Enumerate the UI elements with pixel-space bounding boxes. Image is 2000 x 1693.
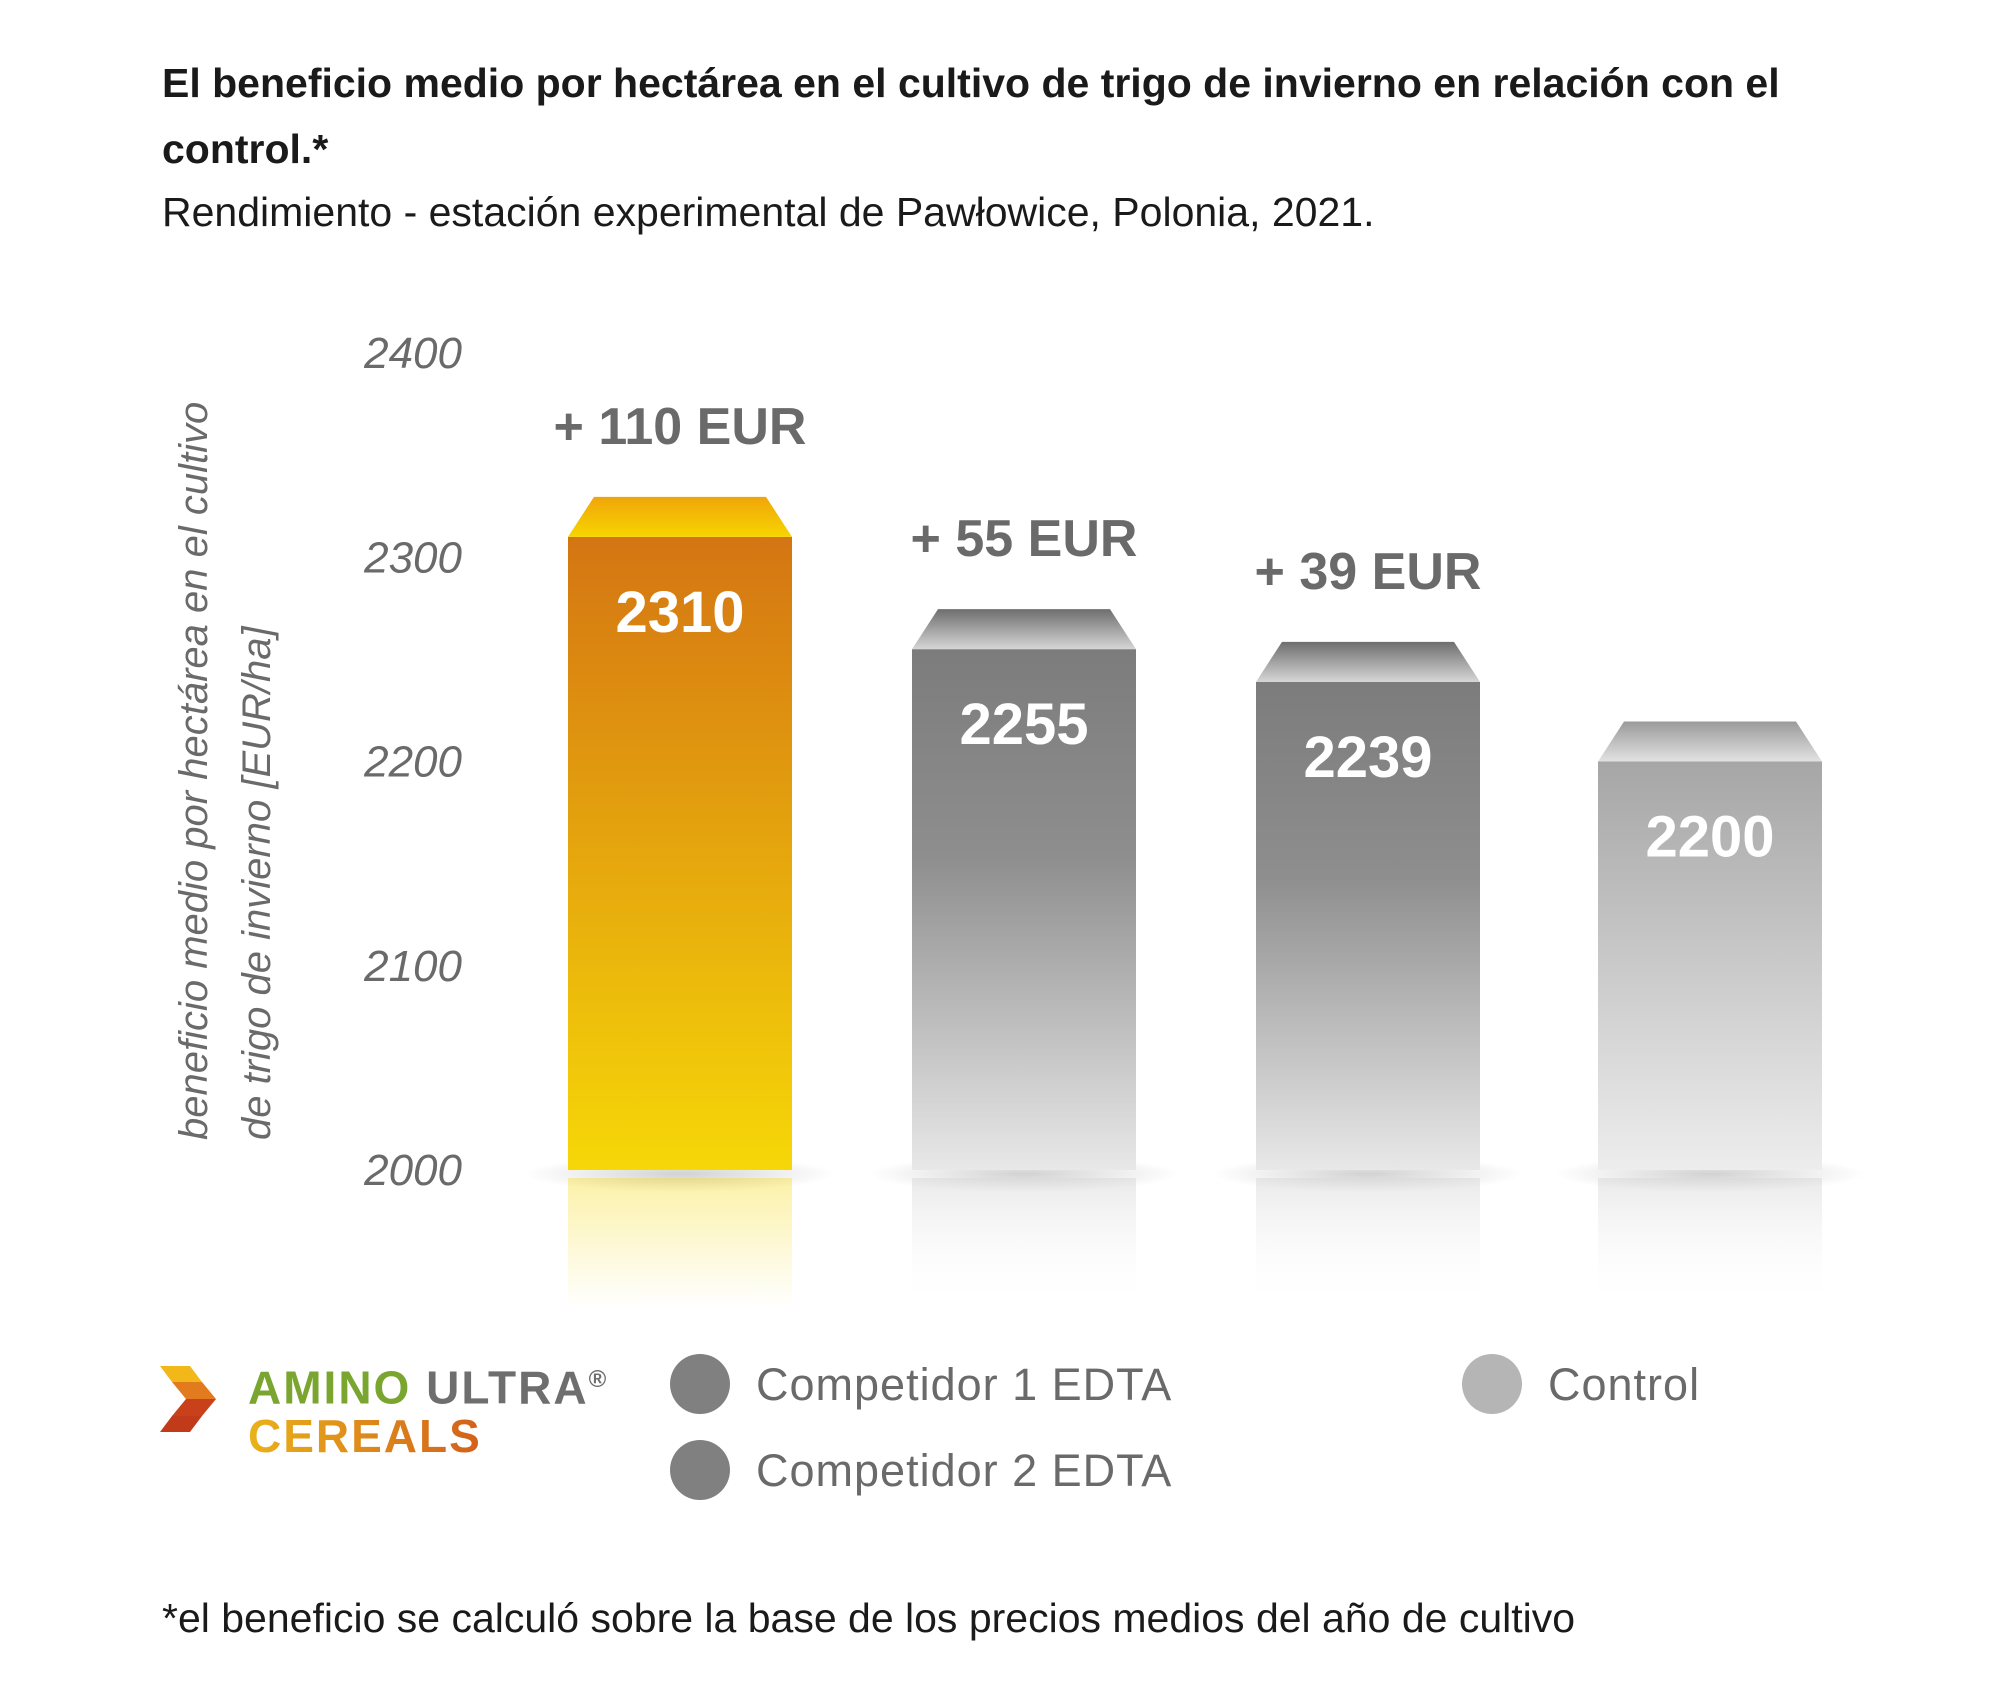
legend-label-competidor-1: Competidor 1 EDTA — [756, 1359, 1173, 1410]
y-axis-label-line2: de trigo de invierno [EUR/ha] — [235, 626, 279, 1141]
brand-name-cereals: CEREALS — [248, 1410, 482, 1462]
chart-subtitle: Rendimiento - estación experimental de P… — [162, 189, 1375, 235]
registered-mark: ® — [588, 1366, 609, 1393]
y-axis: 2000 2100 2200 2300 2400 — [363, 329, 462, 1195]
brand-name-ultra: ULTRA — [426, 1361, 589, 1414]
y-tick-label: 2400 — [363, 329, 462, 378]
bar — [568, 536, 792, 1170]
bar-reflection — [1256, 1178, 1480, 1308]
footnote: *el beneficio se calculó sobre la base d… — [162, 1595, 1576, 1641]
bar-cap — [912, 609, 1136, 650]
bar-cap — [568, 496, 792, 537]
y-tick-label: 2200 — [363, 738, 462, 787]
legend-label-competidor-2: Competidor 2 EDTA — [756, 1445, 1173, 1496]
y-tick-label: 2000 — [363, 1146, 462, 1195]
legend-dot-competidor-2 — [670, 1440, 730, 1500]
bar-reflection — [912, 1178, 1136, 1308]
chart-title: El beneficio medio por hectárea en el cu… — [162, 60, 1780, 172]
bar — [1598, 761, 1822, 1170]
y-axis-label-line1: beneficio medio por hectárea en el culti… — [172, 402, 216, 1140]
bar-value-label: 2239 — [1303, 725, 1432, 790]
bar-difference-label: + 55 EUR — [911, 510, 1138, 568]
bar-reflection — [568, 1178, 792, 1308]
amino-ultra-logo-icon — [160, 1366, 216, 1432]
bar-difference-label: + 39 EUR — [1255, 543, 1482, 601]
bar-cap — [1598, 721, 1822, 762]
legend-dot-competidor-1 — [670, 1354, 730, 1414]
bar-reflection — [1598, 1178, 1822, 1308]
legend-label-control: Control — [1548, 1359, 1701, 1410]
bar — [1256, 681, 1480, 1170]
bar — [912, 649, 1136, 1170]
y-tick-label: 2300 — [363, 533, 462, 582]
y-tick-label: 2100 — [363, 942, 462, 991]
bar-cap — [1256, 641, 1480, 682]
brand-name-amino: AMINO — [248, 1361, 412, 1414]
bar-value-label: 2255 — [959, 692, 1088, 757]
bar-value-label: 2310 — [615, 580, 744, 645]
bars: 2310 + 110 EUR 2255 + 55 EUR 2239 + 39 EUR 220… — [525, 398, 1865, 1308]
bar-value-label: 2200 — [1645, 805, 1774, 870]
bar-difference-label: + 110 EUR — [554, 398, 807, 456]
legend-dot-control — [1462, 1354, 1522, 1414]
